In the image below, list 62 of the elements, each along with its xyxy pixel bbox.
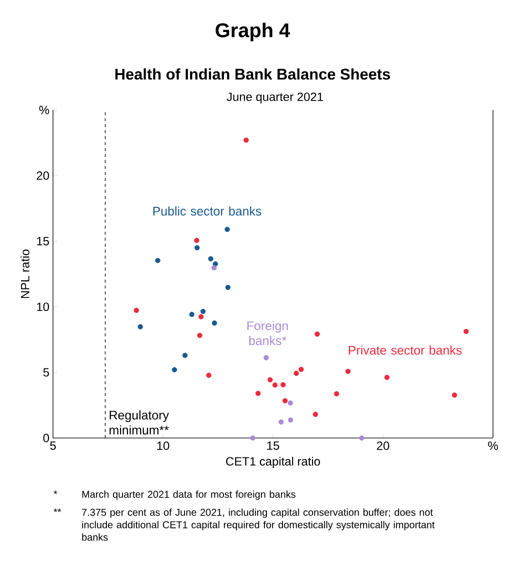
- text: *: [54, 490, 58, 494]
- x-tick-label: 10: [157, 442, 170, 450]
- point: [194, 245, 200, 250]
- point: [268, 377, 273, 382]
- point: [280, 382, 286, 388]
- point: [250, 435, 256, 441]
- point: [155, 258, 160, 264]
- text: March quarter 2021 data for most foreign banks: [82, 490, 296, 500]
- ref-line-label: Regulatory minimum**: [110, 410, 169, 434]
- text: 7.375 per cent as of June 2021, including capital conservation buffer; does not include additional CET1 capital required for domestically systemically important banks: [82, 508, 435, 541]
- point: [288, 417, 294, 423]
- y-tick-label: 0: [43, 434, 50, 442]
- point: [264, 355, 269, 360]
- point: [359, 435, 364, 441]
- point: [208, 256, 214, 262]
- point: [225, 284, 230, 290]
- y-tick-label: 10: [37, 302, 50, 312]
- text: **: [54, 508, 62, 512]
- point: [194, 238, 200, 244]
- point: [198, 314, 204, 320]
- point: [134, 308, 139, 313]
- point: [345, 368, 351, 374]
- point: [197, 332, 202, 338]
- point: [282, 398, 288, 404]
- point: [464, 328, 469, 334]
- y-tick-label: 5: [43, 368, 49, 377]
- point: [200, 308, 206, 314]
- point: [272, 382, 278, 388]
- point: [138, 324, 143, 330]
- y-tick-label: %: [39, 106, 50, 114]
- point: [294, 370, 299, 376]
- point: [314, 331, 320, 337]
- chart-title: Health of Indian Bank Balance Sheets: [115, 68, 390, 80]
- point: [182, 352, 188, 358]
- chart-subtitle: June quarter 2021: [226, 92, 323, 104]
- point: [288, 400, 293, 406]
- point: [189, 312, 194, 318]
- point: [452, 392, 458, 398]
- point: [206, 372, 212, 378]
- series-label: Foreign banks*: [247, 320, 288, 346]
- point: [334, 391, 340, 396]
- x-axis-title: CET1 capital ratio: [226, 456, 320, 468]
- point: [384, 374, 390, 380]
- point: [255, 390, 261, 396]
- x-tick-label: %: [488, 442, 498, 450]
- point: [298, 366, 304, 372]
- x-tick-label: 20: [376, 442, 390, 450]
- point: [278, 419, 284, 425]
- point: [312, 412, 318, 417]
- x-tick-label: 15: [267, 442, 280, 450]
- y-axis-title: NPL ratio: [20, 250, 30, 298]
- x-tick-label: 5: [50, 442, 56, 450]
- series-label: Public sector banks: [153, 206, 262, 216]
- point: [172, 367, 178, 372]
- point: [211, 265, 217, 270]
- point: [212, 320, 218, 326]
- series-label: Private sector banks: [348, 346, 462, 355]
- y-tick-label: 15: [37, 237, 49, 246]
- caption: Graph 4: [216, 22, 290, 42]
- point: [244, 138, 249, 143]
- point: [224, 226, 230, 232]
- y-tick-label: 20: [36, 171, 50, 180]
